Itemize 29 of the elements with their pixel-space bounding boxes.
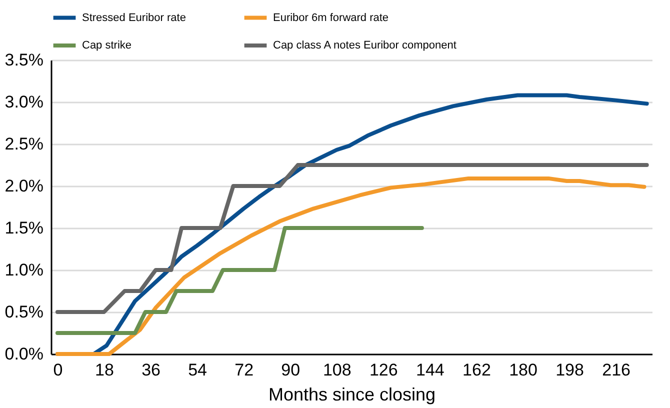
legend-label: Cap class A notes Euribor component [273,40,456,52]
x-tick-label: 36 [142,360,160,380]
line-series [55,163,649,314]
x-tick-label: 90 [281,360,300,380]
y-tick-label: 1.0% [4,260,44,280]
x-tick-label: 144 [416,360,444,380]
x-tick-label: 216 [602,360,630,380]
x-tick-label: 72 [234,360,254,380]
x-tick-label: 126 [369,360,398,380]
x-tick-label: 198 [556,360,584,380]
legend-label: Stressed Euribor rate [82,12,186,24]
x-tick-label: 18 [95,360,114,380]
x-tick-label: 108 [322,360,352,380]
y-tick-label: 2.5% [4,134,44,154]
line-series [55,176,646,356]
line-series [55,226,424,335]
x-tick-label: 0 [53,360,63,380]
x-tick-label: 162 [462,360,491,380]
legend-label: Cap strike [82,40,132,52]
legend-label: Euribor 6m forward rate [273,12,389,24]
y-tick-label: 0.5% [4,302,44,322]
y-tick-label: 3.0% [4,92,44,112]
x-tick-label: 180 [509,360,538,380]
x-tick-label: 54 [188,360,208,380]
x-axis-title: Months since closing [268,384,436,404]
y-tick-label: 1.5% [4,218,44,238]
y-tick-label: 0.0% [4,344,44,364]
y-tick-label: 2.0% [4,176,44,196]
y-tick-label: 3.5% [4,50,44,70]
